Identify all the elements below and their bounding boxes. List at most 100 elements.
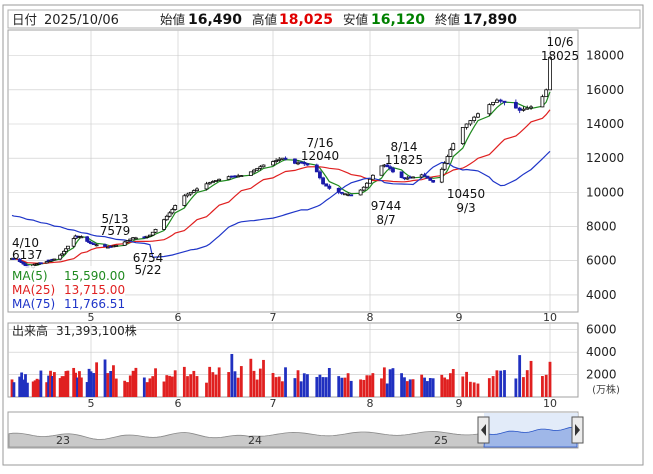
volume-bar xyxy=(461,376,465,397)
price-month-label: 5 xyxy=(88,311,95,324)
candle-body xyxy=(12,257,16,260)
volume-bar xyxy=(299,381,303,397)
volume-bar xyxy=(391,368,395,397)
volume-bar xyxy=(211,372,215,397)
volume-bar xyxy=(22,379,25,397)
volume-bar xyxy=(448,373,452,397)
low-label: 安値 xyxy=(343,12,368,27)
volume-bar xyxy=(145,382,149,397)
candle-body xyxy=(476,113,480,118)
price-tick-label: 16000 xyxy=(586,83,624,97)
volume-bar xyxy=(544,374,548,397)
volume-bar xyxy=(239,366,243,397)
candle-body xyxy=(65,245,70,250)
volume-bar xyxy=(62,376,66,397)
candle-body xyxy=(540,96,545,108)
candle-body xyxy=(173,205,178,210)
candle-body xyxy=(370,174,375,180)
candle-body xyxy=(517,107,522,111)
volume-bar xyxy=(446,379,449,397)
volume-bar xyxy=(318,374,322,397)
volume-bar xyxy=(302,373,306,397)
candle-body xyxy=(472,116,477,121)
volume-bar xyxy=(165,375,169,397)
candle-body xyxy=(468,120,473,125)
candle-body xyxy=(239,175,244,177)
range-navigator[interactable]: 23 24 25 xyxy=(7,411,584,449)
annotation-date: 10/6 xyxy=(547,35,574,49)
candle-body xyxy=(182,195,187,206)
candle-body xyxy=(236,175,241,178)
annotation-date: 8/14 xyxy=(391,140,418,154)
candle-body xyxy=(39,262,43,265)
volume-bar xyxy=(227,372,231,397)
volume-unit: (万株) xyxy=(592,383,620,396)
candle-body xyxy=(248,171,253,176)
volume-bar xyxy=(87,368,91,397)
candle-body xyxy=(162,219,166,230)
volume-bar xyxy=(451,368,455,397)
volume-bar xyxy=(31,381,35,397)
candle-body xyxy=(293,158,297,164)
candle-body xyxy=(358,189,363,196)
candle-body xyxy=(44,261,49,264)
annotation-date: 9/3 xyxy=(456,201,475,215)
annotation-value: 7579 xyxy=(100,224,131,238)
header-box xyxy=(7,9,641,29)
volume-bar xyxy=(26,382,29,397)
candle-body xyxy=(52,258,57,261)
volume-bar xyxy=(182,366,186,397)
volume-bar xyxy=(39,370,43,397)
price-tick-label: 14000 xyxy=(586,117,624,131)
volume-bar xyxy=(262,359,265,397)
volume-bar xyxy=(126,382,129,397)
volume-bar xyxy=(306,374,309,397)
volume-bar xyxy=(195,376,199,397)
candle-body xyxy=(258,166,263,169)
low-value: 16,120 xyxy=(371,12,425,28)
candle-body xyxy=(122,241,127,246)
navigator-left-handle[interactable] xyxy=(477,416,490,444)
volume-bar xyxy=(258,368,262,397)
volume-bar xyxy=(321,377,325,397)
candle-body xyxy=(498,99,503,102)
volume-bar xyxy=(340,377,344,397)
annotation-date: 5/22 xyxy=(135,263,162,277)
candle-body xyxy=(210,181,215,184)
volume-bar xyxy=(66,370,70,397)
ma25-line xyxy=(11,109,551,264)
volume-bar xyxy=(400,373,403,397)
annotation-date: 8/7 xyxy=(376,213,395,227)
candle-body xyxy=(164,215,169,221)
volume-bar xyxy=(85,382,89,397)
legend-ma75-value: 11,766.51 xyxy=(64,297,125,311)
volume-bar xyxy=(371,373,375,397)
volume-bar xyxy=(491,376,495,397)
date-label: 日付 xyxy=(12,12,37,27)
volume-bar xyxy=(76,377,79,397)
candle-body xyxy=(17,258,22,262)
candle-body xyxy=(148,234,152,237)
candle-body xyxy=(431,179,436,183)
candle-body xyxy=(302,162,307,165)
candle-body xyxy=(439,168,444,183)
navigator-right-handle[interactable] xyxy=(571,416,584,444)
volume-bar xyxy=(271,372,275,397)
candle-body xyxy=(226,176,231,180)
volume-month-label: 7 xyxy=(270,397,277,410)
volume-bar xyxy=(236,377,240,397)
volume-bar xyxy=(346,373,350,397)
candle-body xyxy=(71,238,76,247)
volume-bar xyxy=(189,374,193,397)
candle-body xyxy=(195,188,199,192)
volume-bar xyxy=(142,377,146,397)
volume-bar xyxy=(214,374,218,397)
volume-bar xyxy=(162,381,166,397)
volume-panel xyxy=(7,322,579,398)
volume-bar xyxy=(58,378,62,397)
ohlc-header: 日付 2025/10/06 始値 16,490 高値 18,025 安値 16,… xyxy=(7,9,641,29)
volume-bar xyxy=(280,381,284,397)
